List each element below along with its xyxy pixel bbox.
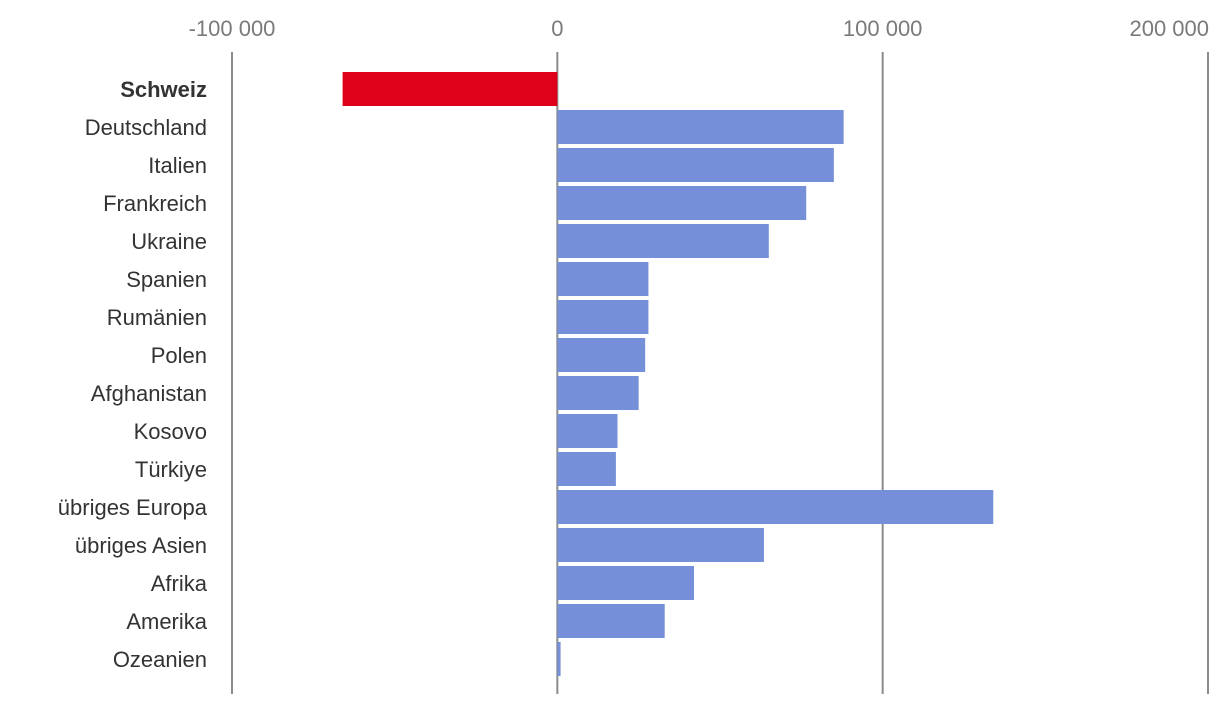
bar-1: [557, 110, 844, 144]
bar-2: [557, 148, 834, 182]
category-label-5: Spanien: [126, 267, 207, 292]
category-label-2: Italien: [148, 153, 207, 178]
category-label-4: Ukraine: [131, 229, 207, 254]
category-label-14: Amerika: [126, 609, 207, 634]
bar-0: [342, 72, 558, 106]
category-labels: Schweiz Deutschland Italien Frankreich Ukrai…: [58, 77, 208, 672]
category-label-9: Kosovo: [134, 419, 207, 444]
bar-12: [557, 528, 764, 562]
x-tick-label-2: 100 000: [843, 16, 923, 41]
x-axis-ticks: -100 000 0 100 000 200 000: [189, 16, 1209, 41]
bar-14: [557, 604, 665, 638]
category-label-10: Türkiye: [135, 457, 207, 482]
category-label-13: Afrika: [151, 571, 208, 596]
bars: [342, 72, 994, 676]
bar-5: [557, 262, 649, 296]
bar-6: [557, 300, 649, 334]
bar-4: [557, 224, 769, 258]
bar-13: [557, 566, 694, 600]
x-tick-label-0: -100 000: [189, 16, 276, 41]
category-label-6: Rumänien: [107, 305, 207, 330]
bar-10: [557, 452, 616, 486]
category-label-0: Schweiz: [120, 77, 207, 102]
x-tick-label-3: 200 000: [1129, 16, 1209, 41]
category-label-7: Polen: [151, 343, 207, 368]
category-label-11: übriges Europa: [58, 495, 208, 520]
category-label-8: Afghanistan: [91, 381, 207, 406]
category-label-3: Frankreich: [103, 191, 207, 216]
bar-15: [557, 642, 561, 676]
bar-8: [557, 376, 639, 410]
x-tick-label-1: 0: [551, 16, 563, 41]
bar-3: [557, 186, 807, 220]
bar-11: [557, 490, 994, 524]
category-label-15: Ozeanien: [113, 647, 207, 672]
bar-7: [557, 338, 646, 372]
bar-9: [557, 414, 618, 448]
category-label-12: übriges Asien: [75, 533, 207, 558]
category-label-1: Deutschland: [85, 115, 207, 140]
